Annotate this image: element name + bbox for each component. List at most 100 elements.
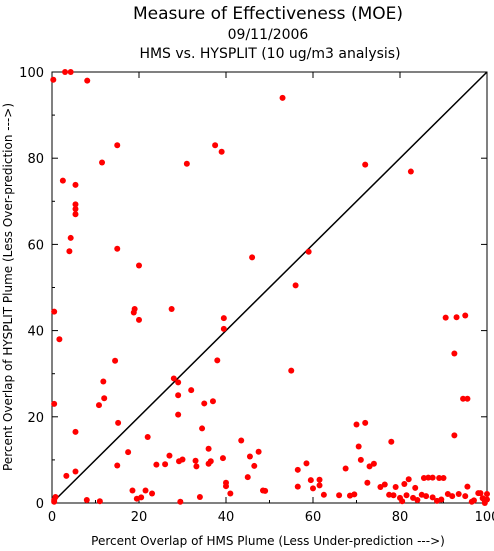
data-point — [51, 498, 58, 505]
data-point — [136, 316, 142, 323]
data-point — [429, 494, 436, 501]
data-point — [470, 497, 477, 504]
data-point — [220, 325, 227, 332]
data-point — [62, 69, 69, 75]
data-point — [342, 465, 349, 472]
data-point — [115, 419, 122, 426]
data-point — [320, 491, 327, 498]
data-point — [364, 479, 371, 486]
x-tick-label: 60 — [305, 510, 322, 525]
y-tick-label: 80 — [27, 152, 44, 167]
data-point — [449, 493, 456, 500]
data-point — [199, 425, 206, 432]
y-axis-label: Percent Overlap of HYSPLIT Plume (Less O… — [1, 103, 15, 471]
y-tick-label: 20 — [27, 411, 44, 426]
x-tick-label: 40 — [218, 510, 235, 525]
data-point — [72, 181, 79, 188]
data-point — [96, 498, 103, 505]
data-point — [294, 466, 301, 473]
data-point — [403, 492, 410, 499]
data-point — [420, 475, 427, 482]
data-point — [292, 282, 299, 289]
data-point — [84, 77, 91, 84]
data-point — [72, 468, 79, 475]
data-point — [193, 463, 200, 470]
data-point — [114, 245, 121, 252]
data-point — [207, 458, 214, 465]
x-tick-label: 20 — [131, 510, 148, 525]
data-point — [294, 483, 301, 490]
data-point — [262, 487, 269, 494]
data-point — [67, 69, 74, 75]
data-point — [179, 456, 186, 463]
data-point — [183, 160, 190, 167]
data-point — [112, 357, 119, 364]
x-tick-label: 0 — [48, 510, 56, 525]
data-point — [63, 472, 70, 479]
chart-date: 09/11/2006 — [228, 27, 309, 43]
data-point — [455, 490, 462, 497]
data-point — [136, 262, 142, 269]
data-point — [399, 498, 406, 505]
data-point — [56, 336, 63, 343]
data-point — [209, 398, 216, 405]
chart-subtitle: HMS vs. HYSPLIT (10 ug/m3 analysis) — [139, 46, 400, 62]
data-point — [386, 491, 393, 498]
data-point — [201, 400, 208, 407]
data-point — [353, 421, 360, 428]
data-point — [83, 496, 90, 503]
data-point — [129, 487, 136, 494]
data-point — [425, 474, 432, 481]
data-point — [196, 493, 203, 500]
data-point — [244, 474, 251, 481]
data-point — [246, 453, 253, 460]
data-point — [362, 419, 369, 426]
data-point — [138, 494, 145, 501]
data-point — [175, 379, 182, 386]
data-point — [307, 477, 314, 484]
data-point — [336, 492, 343, 499]
data-point — [355, 443, 362, 450]
data-point — [436, 475, 443, 482]
data-point — [366, 463, 373, 470]
data-point — [170, 375, 177, 382]
data-point — [405, 476, 412, 483]
data-point — [51, 308, 58, 315]
data-point — [227, 490, 234, 497]
data-point — [175, 411, 182, 418]
data-point — [223, 483, 229, 490]
data-point — [95, 402, 102, 409]
data-point — [251, 462, 258, 469]
data-point — [162, 461, 169, 468]
data-point — [72, 211, 79, 218]
data-point — [451, 350, 458, 357]
data-point — [429, 474, 436, 481]
data-point — [310, 485, 316, 492]
data-point — [114, 142, 121, 149]
data-point — [390, 492, 397, 499]
data-point — [214, 357, 221, 364]
data-point — [218, 148, 225, 155]
data-point — [59, 177, 66, 184]
diagonal-reference-line — [51, 71, 488, 504]
data-point — [440, 475, 447, 482]
data-point — [149, 490, 156, 497]
data-point — [125, 449, 132, 456]
data-point — [99, 159, 106, 166]
data-point — [72, 428, 79, 435]
data-point — [453, 314, 460, 321]
data-point — [464, 395, 471, 402]
data-point — [255, 448, 262, 455]
data-point — [460, 395, 467, 402]
y-tick-label: 0 — [36, 497, 44, 512]
data-point — [153, 461, 160, 468]
data-point — [377, 484, 384, 491]
data-point — [370, 460, 377, 467]
y-tick-label: 100 — [19, 66, 44, 81]
data-point — [238, 437, 245, 444]
data-point — [362, 161, 369, 168]
data-point — [177, 498, 184, 505]
data-point — [166, 452, 173, 459]
y-tick-label: 40 — [27, 325, 44, 340]
